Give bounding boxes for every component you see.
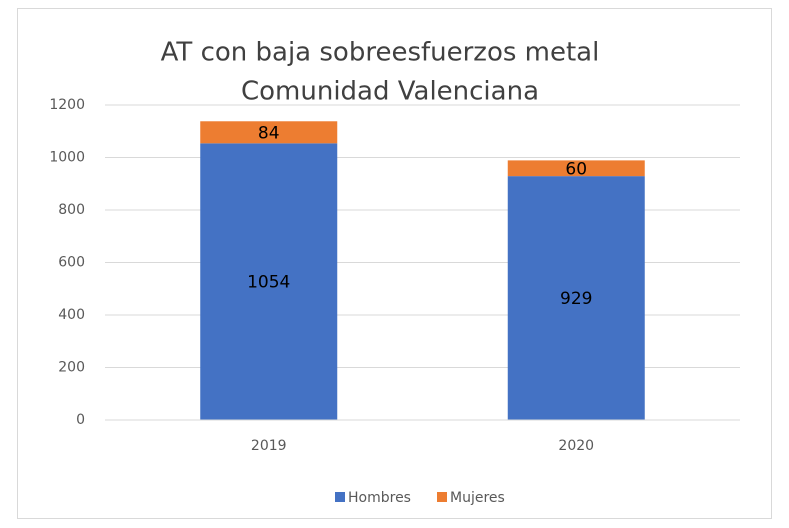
x-tick-label: 2019 [251, 438, 287, 454]
y-tick-label: 600 [58, 255, 85, 271]
bar-segment [507, 160, 645, 177]
legend-swatch [437, 492, 447, 502]
y-tick-label: 1000 [49, 150, 85, 166]
bar-segment [507, 176, 645, 420]
y-tick-label: 400 [58, 307, 85, 323]
y-tick-label: 1200 [49, 97, 85, 113]
data-label: 1054 [247, 273, 290, 293]
legend-label: Mujeres [450, 490, 505, 506]
bar-segment [200, 143, 338, 420]
legend-label: Hombres [348, 490, 411, 506]
x-tick-label: 2020 [558, 438, 594, 454]
y-tick-label: 200 [58, 360, 85, 376]
legend-swatch [335, 492, 345, 502]
chart-frame [17, 8, 772, 519]
data-label: 929 [560, 289, 592, 309]
data-label: 84 [258, 123, 280, 143]
chart-title: Comunidad Valenciana [241, 77, 539, 107]
data-label: 60 [565, 159, 587, 179]
chart-title: AT con baja sobreesfuerzos metal [161, 38, 600, 68]
bar-segment [200, 121, 338, 144]
y-tick-label: 0 [76, 412, 85, 428]
y-tick-label: 800 [58, 202, 85, 218]
